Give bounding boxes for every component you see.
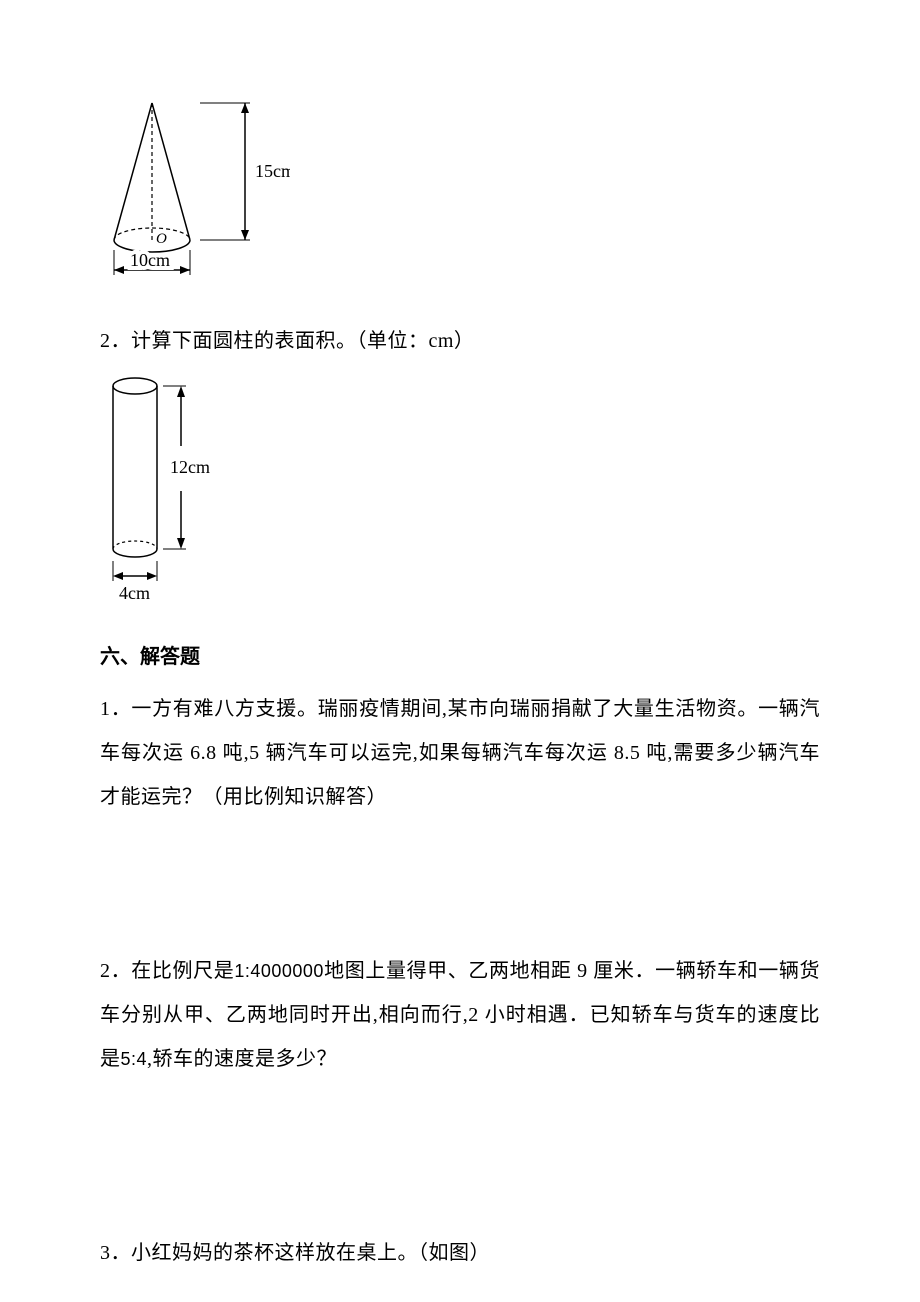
cone-svg: O 15cm 10cm 10cm — [100, 85, 290, 285]
cylinder-diameter-label: 4cm — [119, 583, 150, 603]
problem-6-3: 3．小红妈妈的茶杯这样放在桌上。（如图） — [100, 1231, 820, 1275]
cone-height-label: 15cm — [255, 161, 290, 181]
cone-diameter-label: 10cm — [130, 250, 170, 270]
problem-6-1: 1．一方有难八方支援。瑞丽疫情期间,某市向瑞丽捐献了大量生活物资。一辆汽车每次运… — [100, 687, 820, 819]
section-6-heading: 六、解答题 — [100, 635, 820, 679]
ratio-scale: 1:4000000 — [234, 961, 324, 981]
problem-6-2: 2．在比例尺是1:4000000地图上量得甲、乙两地相距 9 厘米．一辆轿车和一… — [100, 949, 820, 1081]
cylinder-figure: 12cm 4cm — [108, 371, 820, 627]
cone-figure: O 15cm 10cm 10cm — [100, 85, 820, 301]
cone-center-label: O — [156, 231, 167, 247]
cylinder-height-label: 12cm — [170, 457, 210, 477]
question-2: 2．计算下面圆柱的表面积。（单位：cm） — [100, 319, 820, 363]
ratio-speed: 5:4 — [121, 1049, 148, 1069]
cylinder-svg: 12cm 4cm — [108, 371, 238, 611]
